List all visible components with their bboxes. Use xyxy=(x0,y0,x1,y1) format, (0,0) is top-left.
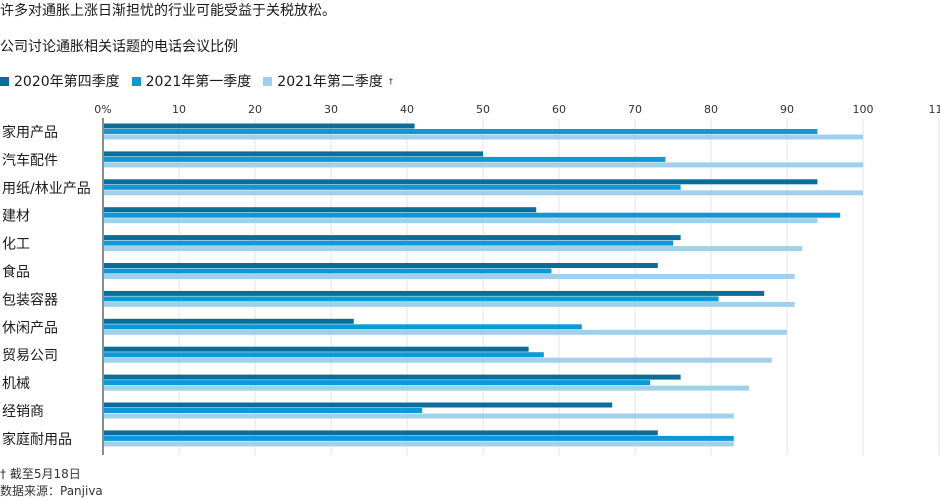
x-tick-label: 70 xyxy=(628,103,642,116)
x-tick-label: 50 xyxy=(476,103,490,116)
bar-series-2 xyxy=(104,268,552,274)
bar-series-3 xyxy=(104,246,803,252)
legend-item-series-2: 2021年第一季度 xyxy=(131,71,252,91)
source-note: 数据来源：Panjiva xyxy=(0,484,103,498)
bar-series-3 xyxy=(104,301,795,307)
bar-series-3 xyxy=(104,274,795,279)
bar-series-1 xyxy=(104,402,613,408)
legend-swatch-series-3 xyxy=(263,76,273,86)
bar-series-2 xyxy=(104,435,734,441)
legend-swatch-series-1 xyxy=(0,76,9,86)
x-tick-label: 110 xyxy=(929,103,940,116)
bar-series-2 xyxy=(104,408,423,413)
bar-series-1 xyxy=(104,263,658,268)
legend-item-series-1: 2020年第四季度 xyxy=(0,71,120,91)
category-label: 食品 xyxy=(2,264,30,281)
legend: 2020年第四季度 2021年第一季度 2021年第二季度 † xyxy=(0,72,393,90)
bar-series-1 xyxy=(104,179,818,185)
bar-series-1 xyxy=(104,207,537,213)
legend-swatch-series-2 xyxy=(131,76,141,86)
bar-series-1 xyxy=(104,235,681,241)
bar-series-2 xyxy=(104,184,681,190)
category-label: 家用产品 xyxy=(2,124,58,141)
x-tick-label: 60 xyxy=(552,103,566,116)
category-label: 机械 xyxy=(2,376,30,392)
legend-label-series-1: 2020年第四季度 xyxy=(14,74,120,90)
category-label: 建材 xyxy=(2,209,30,225)
category-label: 休闲产品 xyxy=(2,320,58,336)
category-label: 包装容器 xyxy=(2,291,58,308)
footnote: † 截至5月18日 xyxy=(0,467,81,481)
category-label: 汽车配件 xyxy=(2,152,58,169)
bar-series-1 xyxy=(104,318,354,324)
category-label: 贸易公司 xyxy=(2,348,58,364)
x-tick-label: 80 xyxy=(704,103,718,116)
bar-series-1 xyxy=(104,151,483,157)
bar-series-3 xyxy=(104,329,787,335)
bar-series-2 xyxy=(104,296,719,302)
bar-series-1 xyxy=(104,290,765,296)
category-label: 用纸/林业产品 xyxy=(2,181,91,197)
bar-series-3 xyxy=(104,190,863,196)
legend-item-series-3: 2021年第二季度 † xyxy=(263,71,393,91)
x-tick-label: 30 xyxy=(324,103,338,116)
x-tick-label: 90 xyxy=(780,103,794,116)
bar-series-2 xyxy=(104,240,673,246)
category-label: 经销商 xyxy=(2,404,44,420)
bar-series-1 xyxy=(104,346,529,352)
bar-series-2 xyxy=(104,156,666,162)
bar-series-3 xyxy=(104,218,818,224)
bar-series-2 xyxy=(104,324,582,330)
legend-label-series-3: 2021年第二季度 xyxy=(277,74,383,90)
x-tick-label: 10 xyxy=(172,103,186,116)
bar-series-2 xyxy=(104,212,841,218)
bar-series-2 xyxy=(104,129,818,134)
x-tick-label: 100 xyxy=(853,103,874,116)
bar-series-3 xyxy=(104,134,863,140)
bar-series-1 xyxy=(104,374,681,380)
bar-series-3 xyxy=(104,413,734,419)
bar-series-1 xyxy=(104,430,658,436)
bar-series-2 xyxy=(104,380,651,386)
category-label: 化工 xyxy=(2,237,30,253)
bar-series-1 xyxy=(104,123,415,129)
bar-series-2 xyxy=(104,352,544,358)
bar-series-3 xyxy=(104,162,863,168)
x-tick-label: 40 xyxy=(400,103,414,116)
bar-series-3 xyxy=(104,385,749,391)
bar-series-3 xyxy=(104,441,734,447)
x-tick-label: 20 xyxy=(248,103,262,116)
chart-title: 许多对通胀上涨日渐担忧的行业可能受益于关税放松。 xyxy=(0,3,336,19)
chart-subtitle: 公司讨论通胀相关话题的电话会议比例 xyxy=(0,39,238,55)
x-tick-label: 0% xyxy=(94,103,111,116)
bar-series-3 xyxy=(104,357,772,363)
legend-label-series-2: 2021年第一季度 xyxy=(145,74,252,90)
category-label: 家庭耐用品 xyxy=(2,431,72,448)
legend-dagger: † xyxy=(388,76,393,86)
